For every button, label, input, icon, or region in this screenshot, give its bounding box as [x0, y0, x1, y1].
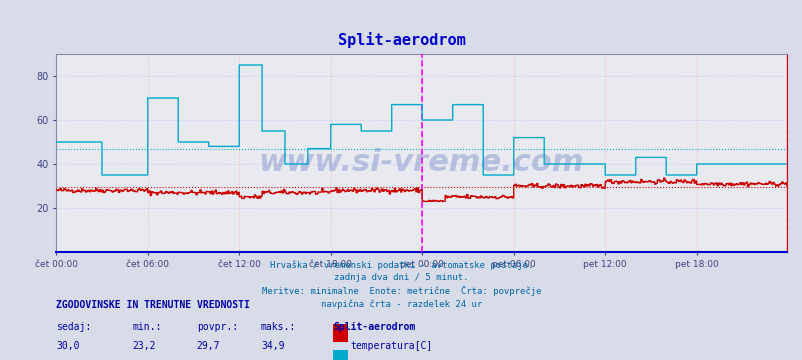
- Text: povpr.:: povpr.:: [196, 323, 237, 332]
- Bar: [333, 324, 347, 342]
- Text: sedaj:: sedaj:: [56, 323, 91, 332]
- Text: Split-aerodrom: Split-aerodrom: [333, 323, 415, 332]
- Bar: [333, 350, 347, 360]
- Text: min.:: min.:: [132, 323, 162, 332]
- Text: 30,0: 30,0: [56, 341, 79, 351]
- Text: ZGODOVINSKE IN TRENUTNE VREDNOSTI: ZGODOVINSKE IN TRENUTNE VREDNOSTI: [56, 300, 249, 310]
- Text: maks.:: maks.:: [261, 323, 296, 332]
- Text: 29,7: 29,7: [196, 341, 220, 351]
- Text: Split-aerodrom: Split-aerodrom: [337, 32, 465, 48]
- Text: Hrvaška / vremenski podatki - avtomatske postaje.
zadnja dva dni / 5 minut.
Meri: Hrvaška / vremenski podatki - avtomatske…: [261, 261, 541, 309]
- Text: 34,9: 34,9: [261, 341, 284, 351]
- Text: www.si-vreme.com: www.si-vreme.com: [258, 148, 584, 177]
- Text: temperatura[C]: temperatura[C]: [350, 341, 432, 351]
- Text: 23,2: 23,2: [132, 341, 156, 351]
